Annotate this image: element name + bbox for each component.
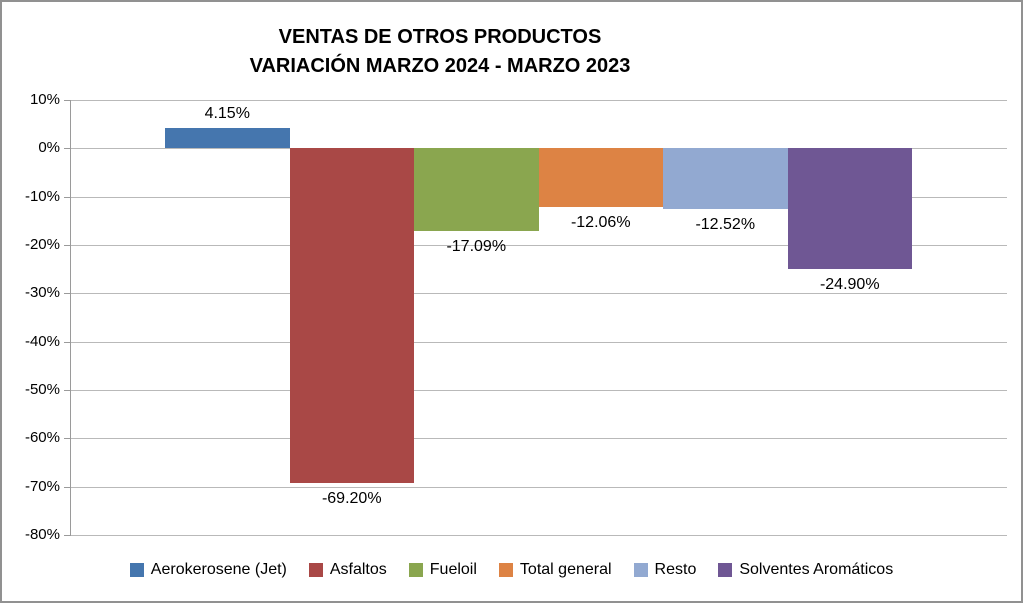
legend-item-total-general: Total general bbox=[498, 561, 612, 579]
legend-item-resto: Resto bbox=[633, 561, 697, 579]
y-axis-tickmark bbox=[64, 535, 70, 536]
y-axis-tick-label: -40% bbox=[24, 333, 60, 350]
y-axis-tick-label: -60% bbox=[24, 429, 60, 446]
legend-label: Aerokerosene (Jet) bbox=[150, 561, 287, 578]
legend: Aerokerosene (Jet) Asfaltos Fueloil Total g… bbox=[2, 561, 1021, 579]
legend-swatch-aerokerosene-jet bbox=[129, 563, 144, 577]
legend-label: Asfaltos bbox=[329, 561, 387, 578]
y-axis-tickmark bbox=[64, 245, 70, 246]
gridline bbox=[70, 535, 1007, 536]
legend-label: Solventes Aromáticos bbox=[739, 561, 894, 578]
bar-value-label: -24.90% bbox=[819, 275, 880, 293]
y-axis-tick-label: -20% bbox=[24, 236, 60, 253]
y-axis-tick-label: -10% bbox=[24, 188, 60, 205]
y-axis-tickmark bbox=[64, 438, 70, 439]
gridline bbox=[70, 293, 1007, 294]
bar-asfaltos bbox=[289, 148, 414, 483]
bar-solventes-aromaticos bbox=[787, 148, 912, 269]
bar-value-label: -12.06% bbox=[570, 213, 631, 231]
legend-swatch-fueloil bbox=[408, 563, 423, 577]
legend-swatch-solventes-aromaticos bbox=[718, 563, 733, 577]
bar-aerokerosene-jet bbox=[165, 128, 290, 149]
y-axis-tick-label: 10% bbox=[29, 91, 60, 108]
chart-title-line2: VARIACIÓN MARZO 2024 - MARZO 2023 bbox=[249, 55, 631, 77]
legend-item-asfaltos: Asfaltos bbox=[308, 561, 387, 579]
bar-value-label: -17.09% bbox=[446, 237, 507, 255]
chart-title: VENTAS DE OTROS PRODUCTOS VARIACIÓN MARZ… bbox=[2, 23, 878, 81]
legend-swatch-total-general bbox=[498, 563, 513, 577]
gridline bbox=[70, 390, 1007, 391]
y-axis-tick-label: -50% bbox=[24, 381, 60, 398]
y-axis-tick-label: -80% bbox=[24, 526, 60, 543]
legend-label: Fueloil bbox=[429, 561, 477, 578]
legend-swatch-resto bbox=[633, 563, 648, 577]
y-axis-tickmark bbox=[64, 100, 70, 101]
bar-value-label: -12.52% bbox=[695, 215, 756, 233]
y-axis-tickmark bbox=[64, 390, 70, 391]
gridline bbox=[70, 342, 1007, 343]
legend-item-fueloil: Fueloil bbox=[408, 561, 477, 579]
y-axis-tickmark bbox=[64, 293, 70, 294]
y-axis-tick-label: -70% bbox=[24, 478, 60, 495]
bar-value-label: 4.15% bbox=[204, 105, 250, 123]
chart-title-line1: VENTAS DE OTROS PRODUCTOS bbox=[278, 26, 602, 48]
legend-swatch-asfaltos bbox=[308, 563, 323, 577]
bar-total-general bbox=[538, 148, 663, 207]
y-axis-tickmark bbox=[64, 197, 70, 198]
y-axis-tickmark bbox=[64, 487, 70, 488]
gridline bbox=[70, 438, 1007, 439]
legend-label: Resto bbox=[654, 561, 697, 578]
legend-item-aerokerosene-jet: Aerokerosene (Jet) bbox=[129, 561, 287, 579]
gridline bbox=[70, 245, 1007, 246]
y-axis-tick-label: 0% bbox=[38, 139, 60, 156]
y-axis-tickmark bbox=[64, 148, 70, 149]
y-axis-tick-label: -30% bbox=[24, 284, 60, 301]
legend-label: Total general bbox=[519, 561, 612, 578]
y-axis-line bbox=[70, 100, 71, 536]
y-axis-tickmark bbox=[64, 342, 70, 343]
gridline bbox=[70, 100, 1007, 101]
legend-item-solventes-aromaticos: Solventes Aromáticos bbox=[718, 561, 893, 579]
bar-fueloil bbox=[414, 148, 539, 231]
gridline bbox=[70, 487, 1007, 488]
bar-value-label: -69.20% bbox=[321, 489, 382, 507]
bar-resto bbox=[663, 148, 788, 209]
